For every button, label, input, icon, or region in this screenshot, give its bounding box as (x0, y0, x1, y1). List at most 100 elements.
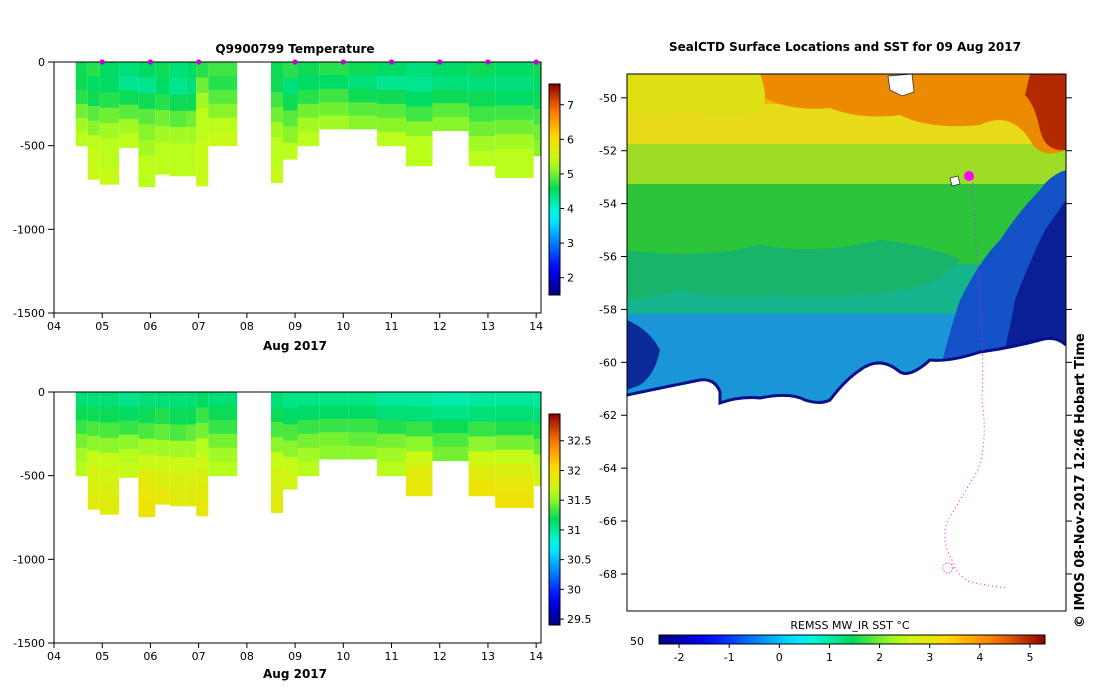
t-cell (348, 115, 378, 130)
t-cell (208, 117, 238, 133)
t-cell (99, 138, 120, 155)
t-cell (196, 154, 209, 171)
s-ytick-label: -1000 (13, 553, 45, 566)
sst-cold-west (627, 320, 660, 390)
salinity-colorbar: 29.5 30 30.5 31 31.5 32 32.5 (548, 413, 592, 626)
t-cell (99, 107, 120, 124)
s-cell (119, 463, 139, 478)
t-cell (533, 77, 541, 94)
t-xtick-label: 10 (336, 320, 350, 333)
s-cell (432, 433, 469, 448)
s-cell (319, 392, 349, 406)
t-cell (533, 93, 541, 110)
s-cell (377, 461, 406, 477)
t-ytick-label: -500 (20, 140, 45, 153)
map-lat-label: -52 (599, 145, 617, 158)
t-cell (297, 89, 320, 105)
s-cell (196, 469, 209, 486)
s-cell (270, 497, 284, 513)
s-cell (297, 461, 320, 477)
sst-colorbar-label: REMSS MW_IR SST °C (790, 619, 909, 632)
t-cell (495, 90, 534, 106)
s-cell (319, 418, 349, 433)
s-cell (155, 488, 170, 505)
s-cell (405, 451, 433, 467)
t-cell (99, 168, 120, 185)
s-cell (405, 421, 433, 437)
s-cell (468, 406, 496, 423)
t-cell (495, 119, 534, 135)
s-cell (155, 424, 170, 441)
t-cell (270, 77, 284, 93)
s-cell (348, 418, 378, 433)
t-cell (208, 75, 238, 91)
t-cell (99, 62, 120, 78)
t-cell (533, 124, 541, 141)
t-cell (468, 136, 496, 152)
s-cell (186, 457, 197, 474)
s-cell (297, 433, 320, 449)
t-cell (270, 167, 284, 183)
s-colorbar-label: 30 (567, 583, 581, 596)
t-cell (319, 62, 349, 76)
t-cell (432, 116, 469, 132)
s-cell (468, 436, 496, 452)
seal-track (944, 175, 1007, 589)
map-lat-label: -66 (599, 515, 617, 528)
s-cell (119, 448, 139, 464)
t-xtick-label: 12 (433, 320, 447, 333)
t-cell (99, 92, 120, 109)
s-cell (348, 405, 378, 420)
map-lat-label: -54 (599, 198, 617, 211)
s-cell (270, 437, 284, 453)
sst-colorbar-left-label: 50 (630, 635, 644, 648)
s-cell (348, 445, 378, 460)
t-cell (186, 78, 197, 96)
t-cell (270, 107, 284, 123)
s-cell (87, 450, 100, 466)
salinity-x-axis: 04 05 06 07 08 09 10 11 12 13 14 (47, 643, 543, 663)
s-colorbar-label: 31 (567, 524, 581, 537)
temperature-profile-markers (99, 59, 539, 65)
t-cell (155, 62, 170, 79)
t-cell (432, 89, 469, 104)
s-cell (468, 466, 496, 482)
t-cell (348, 102, 378, 117)
t-colorbar-bar (548, 83, 561, 296)
t-xtick-label: 07 (192, 320, 206, 333)
t-cell (432, 103, 469, 118)
t-cell (297, 62, 320, 77)
s-xtick-label: 05 (95, 650, 109, 663)
s-cell (270, 452, 284, 468)
t-ytick-label: -1000 (13, 223, 45, 236)
s-cell (405, 466, 433, 482)
t-cell (119, 104, 139, 120)
t-cell (169, 143, 187, 161)
s-cell (99, 437, 120, 454)
s-cell (432, 405, 469, 420)
s-cell (208, 405, 238, 421)
t-cell (319, 88, 349, 103)
s-cell (186, 489, 197, 507)
s-cell (186, 440, 197, 458)
t-cell (75, 103, 88, 119)
t-cell (319, 102, 349, 117)
t-cell (196, 62, 209, 78)
t-cell (270, 137, 284, 153)
s-ytick-label: 0 (38, 386, 45, 399)
temperature-title: Q9900799 Temperature (215, 42, 374, 56)
s-cell (405, 406, 433, 423)
t-cell (138, 171, 156, 188)
t-cell (196, 108, 209, 125)
s-cell (99, 453, 120, 469)
s-colorbar-label: 30.5 (567, 554, 592, 567)
s-cell (155, 408, 170, 425)
s-cell (99, 468, 120, 485)
s-cell (155, 472, 170, 489)
s-cell (533, 392, 541, 409)
t-xtick-label: 11 (385, 320, 399, 333)
s-cell (138, 407, 156, 424)
s-cell (138, 423, 156, 440)
profile-marker (340, 59, 346, 65)
t-cell (119, 76, 139, 91)
